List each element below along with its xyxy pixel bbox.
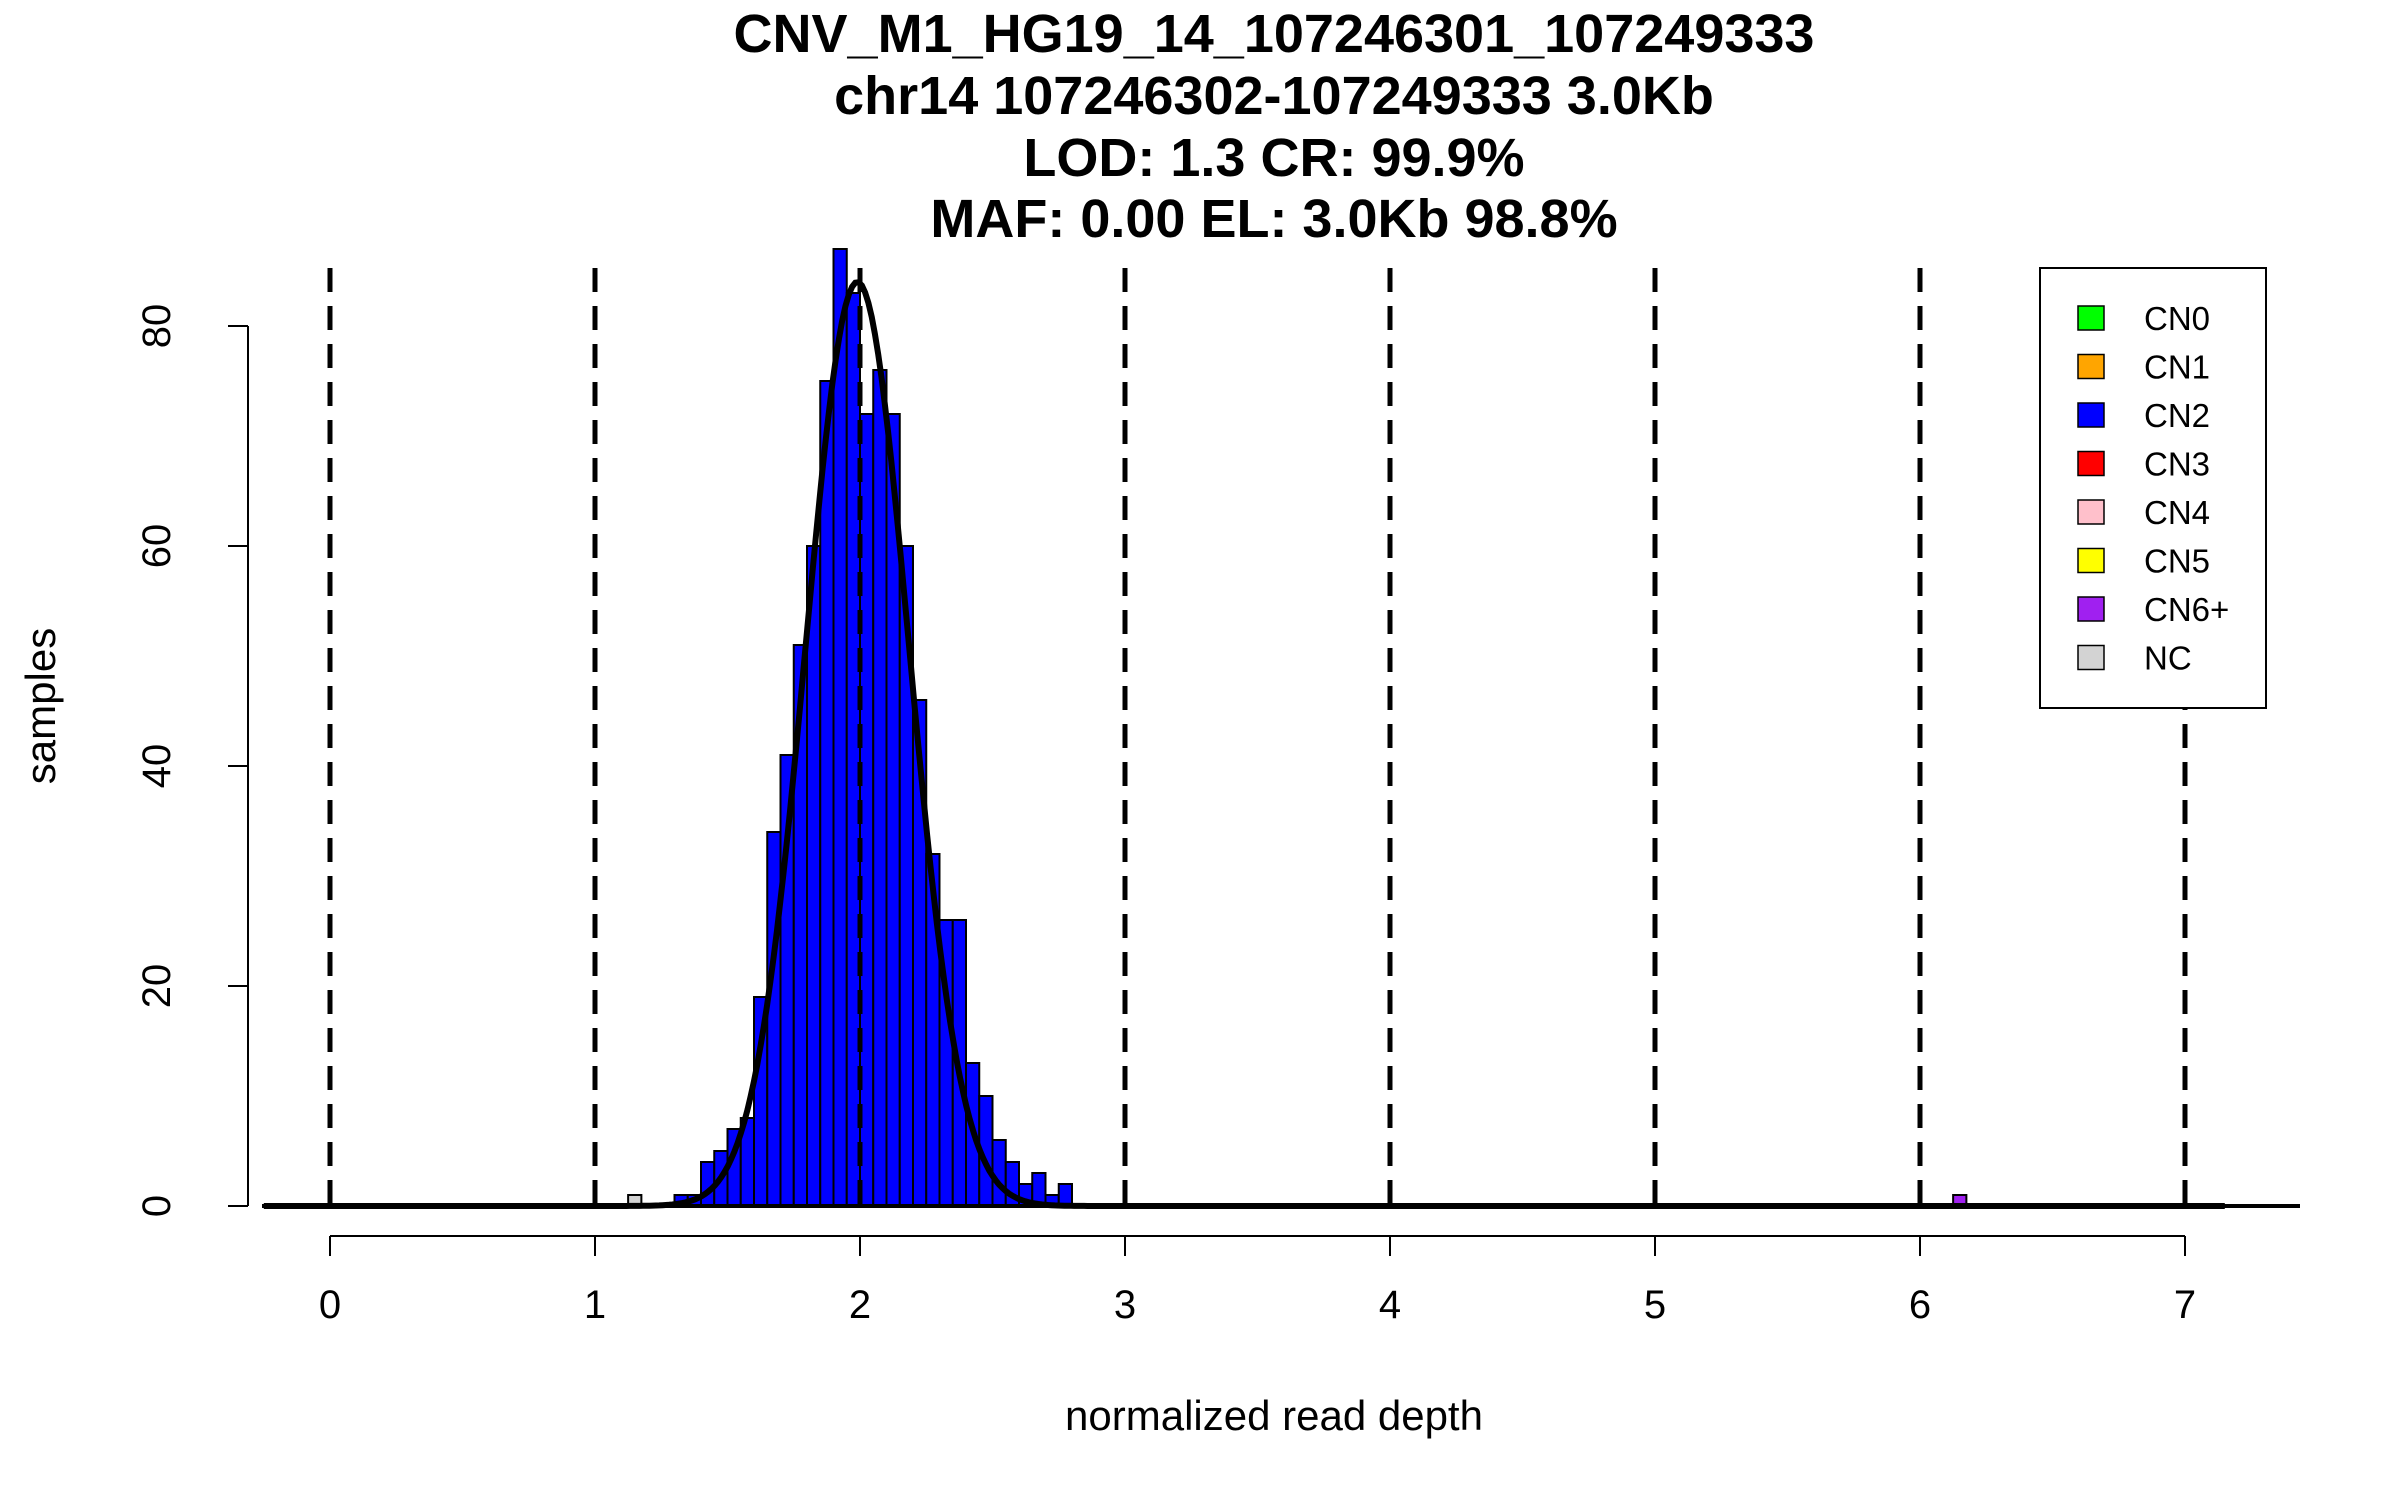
histogram-bar bbox=[819, 380, 835, 1207]
legend-swatch bbox=[2077, 547, 2105, 574]
legend-box bbox=[2039, 267, 2267, 709]
legend-swatch bbox=[2077, 450, 2105, 477]
y-tick-label: 80 bbox=[135, 304, 179, 349]
legend-label: CN1 bbox=[2144, 349, 2210, 386]
copy-number-reference-lines bbox=[327, 268, 2188, 1206]
x-tick-label: 0 bbox=[319, 1283, 341, 1327]
legend-swatch bbox=[2077, 644, 2105, 671]
histogram-bar bbox=[806, 545, 822, 1207]
histogram-bar bbox=[766, 831, 782, 1207]
legend-label: CN4 bbox=[2144, 494, 2210, 531]
legend-swatch bbox=[2077, 596, 2105, 622]
histogram-bars bbox=[262, 248, 2300, 1208]
y-tick-label: 60 bbox=[135, 524, 179, 569]
legend-label: CN0 bbox=[2144, 300, 2210, 337]
normal-fit-curve bbox=[263, 279, 2225, 1209]
chart-title-line-3: LOD: 1.3 CR: 99.9% bbox=[1023, 128, 1524, 188]
y-tick-label: 40 bbox=[135, 744, 179, 789]
x-tick-label: 4 bbox=[1379, 1283, 1401, 1327]
x-tick-label: 7 bbox=[2174, 1283, 2196, 1327]
x-tick-label: 3 bbox=[1114, 1283, 1136, 1327]
chart-title-line-1: CNV_M1_HG19_14_107246301_107249333 bbox=[734, 4, 1815, 64]
histogram-bar bbox=[872, 369, 888, 1207]
histogram-bar bbox=[832, 248, 848, 1207]
legend-label: CN6+ bbox=[2144, 591, 2229, 628]
legend-swatch bbox=[2077, 305, 2105, 331]
legend-label: NC bbox=[2144, 640, 2192, 677]
chart-title-line-4: MAF: 0.00 EL: 3.0Kb 98.8% bbox=[930, 189, 1617, 249]
y-tick-label: 0 bbox=[135, 1195, 179, 1217]
legend-swatch bbox=[2077, 402, 2105, 428]
x-tick-label: 1 bbox=[584, 1283, 606, 1327]
axes: 0 1 2 3 4 5 6 7 0 20 40 60 80 bbox=[135, 304, 2196, 1327]
histogram-bar bbox=[991, 1139, 1007, 1207]
x-tick-label: 5 bbox=[1644, 1283, 1666, 1327]
chart-title-block: CNV_M1_HG19_14_107246301_107249333 chr14… bbox=[734, 4, 1815, 249]
legend-label: CN3 bbox=[2144, 446, 2210, 483]
legend: CN0 CN1 CN2 CN3 CN4 CN5 CN6+ NC bbox=[2039, 267, 2267, 709]
y-tick-label: 20 bbox=[135, 964, 179, 1009]
x-tick-label: 6 bbox=[1909, 1283, 1931, 1327]
legend-label: CN2 bbox=[2144, 397, 2210, 434]
x-tick-label: 2 bbox=[849, 1283, 871, 1327]
y-axis-label: samples bbox=[17, 628, 64, 784]
x-axis-label: normalized read depth bbox=[1065, 1392, 1483, 1439]
legend-swatch bbox=[2077, 499, 2105, 525]
legend-swatch bbox=[2077, 353, 2105, 380]
chart-title-line-2: chr14 107246302-107249333 3.0Kb bbox=[834, 66, 1714, 126]
legend-label: CN5 bbox=[2144, 543, 2210, 580]
